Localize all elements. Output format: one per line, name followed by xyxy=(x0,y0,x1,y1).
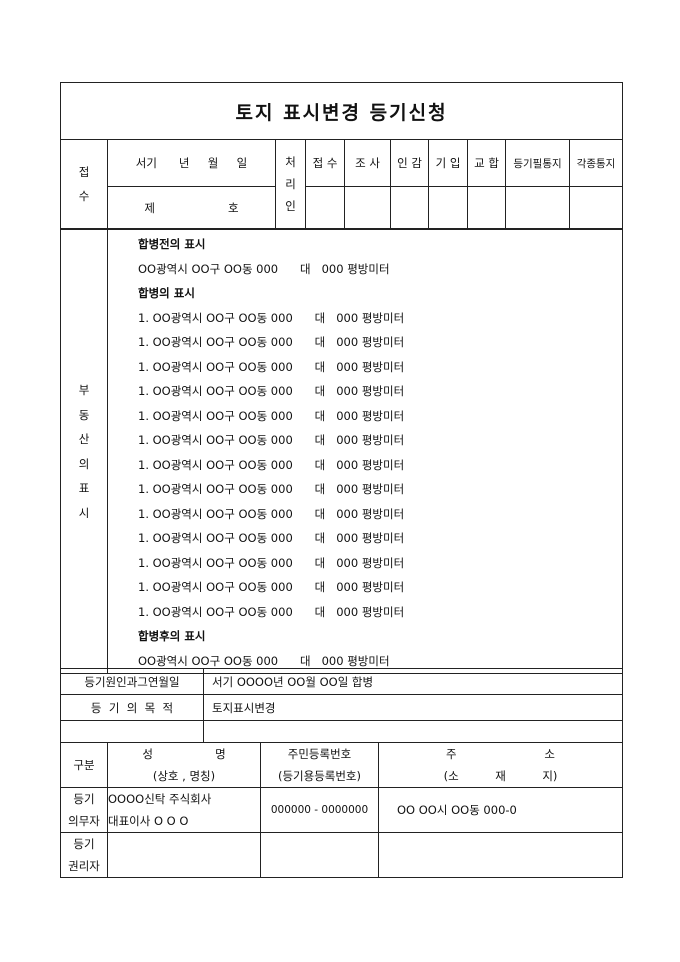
processor-label: 처 리 인 xyxy=(275,139,306,229)
id-subheader: (등기용등록번호) xyxy=(277,769,362,783)
obligor-representative[interactable]: 대표이사 O O O xyxy=(108,814,189,828)
category-header: 구분 xyxy=(60,742,108,788)
after-heading: 합병후의 표시 xyxy=(138,629,206,643)
header-check: 교 합 xyxy=(467,139,506,187)
right-holder-label-1: 등기 xyxy=(73,837,95,851)
address-subheader: (소 재 지) xyxy=(443,769,558,783)
parties-table: 구분 성 명 (상호 , 명칭) 주민등록번호 (등기용등록번호) 주 소 (소 재 … xyxy=(60,742,623,878)
obligor-label-1: 등기 xyxy=(73,792,95,806)
right-holder-id[interactable] xyxy=(260,832,379,878)
cell-notices[interactable] xyxy=(568,186,624,229)
merge-item: 1. OO광역시 OO구 OO동 000 대 000 평방미터 xyxy=(138,555,405,570)
header-entry: 기 입 xyxy=(428,139,468,187)
reception-date: 서기 년 월 일 xyxy=(107,139,276,187)
purpose-value[interactable]: 토지표시변경 xyxy=(203,694,623,721)
cell-check[interactable] xyxy=(467,186,506,229)
obligor-name[interactable]: OOOO신탁 주식회사 xyxy=(108,792,212,806)
header-seal: 인 감 xyxy=(390,139,429,187)
reception-table: 토지 표시변경 등기신청 접 수 서기 년 월 일 처 리 인 접 수 조 사 … xyxy=(59,82,624,229)
right-holder-address[interactable] xyxy=(378,832,623,878)
merge-item: 1. OO광역시 OO구 OO동 000 대 000 평방미터 xyxy=(138,335,405,349)
address-header: 주 소 xyxy=(446,747,555,761)
cell-receipt[interactable] xyxy=(305,186,345,229)
right-holder-label-2: 권리자 xyxy=(68,859,100,873)
page-title: 토지 표시변경 등기신청 xyxy=(59,82,624,140)
property-list: 합병전의 표시 OO광역시 OO구 OO동 000 대 000 평방미터 합병의… xyxy=(107,229,623,674)
reception-label: 접 수 xyxy=(60,139,108,229)
obligor-id[interactable]: 000000 - 0000000 xyxy=(260,787,379,833)
header-notices: 각종통지 xyxy=(568,139,624,187)
cell-inspect[interactable] xyxy=(344,186,391,229)
before-item: OO광역시 OO구 OO동 000 대 000 평방미터 xyxy=(138,261,390,276)
cell-completion-notice[interactable] xyxy=(505,186,570,229)
cell-seal[interactable] xyxy=(390,186,429,229)
cell-entry[interactable] xyxy=(428,186,468,229)
empty-value[interactable] xyxy=(203,720,623,743)
cause-label: 등기원인과그연월일 xyxy=(60,668,204,695)
id-header: 주민등록번호 xyxy=(287,747,352,761)
merge-item: 1. OO광역시 OO구 OO동 000 대 000 평방미터 xyxy=(138,604,405,619)
property-table: 부 동 산 의 표 시 합병전의 표시 OO광역시 OO구 OO동 000 대 … xyxy=(60,229,623,674)
name-subheader: (상호 , 명칭) xyxy=(152,769,216,783)
name-header: 성 명 xyxy=(142,747,226,761)
merge-item: 1. OO광역시 OO구 OO동 000 대 000 평방미터 xyxy=(138,384,405,398)
cause-table: 등기원인과그연월일 서기 OOOO년 OO월 OO일 합병 등 기 의 목 적 토지… xyxy=(60,668,623,743)
reception-number: 제 호 xyxy=(107,186,276,229)
empty-label xyxy=(60,720,204,743)
merge-item: 1. OO광역시 OO구 OO동 000 대 000 평방미터 xyxy=(138,531,405,545)
merge-item: 1. OO광역시 OO구 OO동 000 대 000 평방미터 xyxy=(138,408,405,423)
merge-item: 1. OO광역시 OO구 OO동 000 대 000 평방미터 xyxy=(138,482,405,496)
before-heading: 합병전의 표시 xyxy=(138,237,206,251)
merge-item: 1. OO광역시 OO구 OO동 000 대 000 평방미터 xyxy=(138,506,405,521)
property-label: 부 동 산 의 표 시 xyxy=(60,229,108,674)
merge-item: 1. OO광역시 OO구 OO동 000 대 000 평방미터 xyxy=(138,457,405,472)
right-holder-name[interactable] xyxy=(107,832,261,878)
merge-item: 1. OO광역시 OO구 OO동 000 대 000 평방미터 xyxy=(138,359,405,374)
cause-value[interactable]: 서기 OOOO년 OO월 OO일 합병 xyxy=(203,668,623,695)
obligor-label-2: 의무자 xyxy=(68,814,100,828)
merge-item: 1. OO광역시 OO구 OO동 000 대 000 평방미터 xyxy=(138,580,405,594)
merge-item: 1. OO광역시 OO구 OO동 000 대 000 평방미터 xyxy=(138,310,405,325)
header-receipt: 접 수 xyxy=(305,139,345,187)
obligor-address[interactable]: OO OO시 OO동 000-0 xyxy=(378,787,623,833)
header-inspect: 조 사 xyxy=(344,139,391,187)
header-completion-notice: 등기필통지 xyxy=(505,139,570,187)
purpose-label: 등 기 의 목 적 xyxy=(60,694,204,721)
after-item: OO광역시 OO구 OO동 000 대 000 평방미터 xyxy=(138,653,390,668)
merge-heading: 합병의 표시 xyxy=(138,286,195,300)
merge-item: 1. OO광역시 OO구 OO동 000 대 000 평방미터 xyxy=(138,433,405,447)
